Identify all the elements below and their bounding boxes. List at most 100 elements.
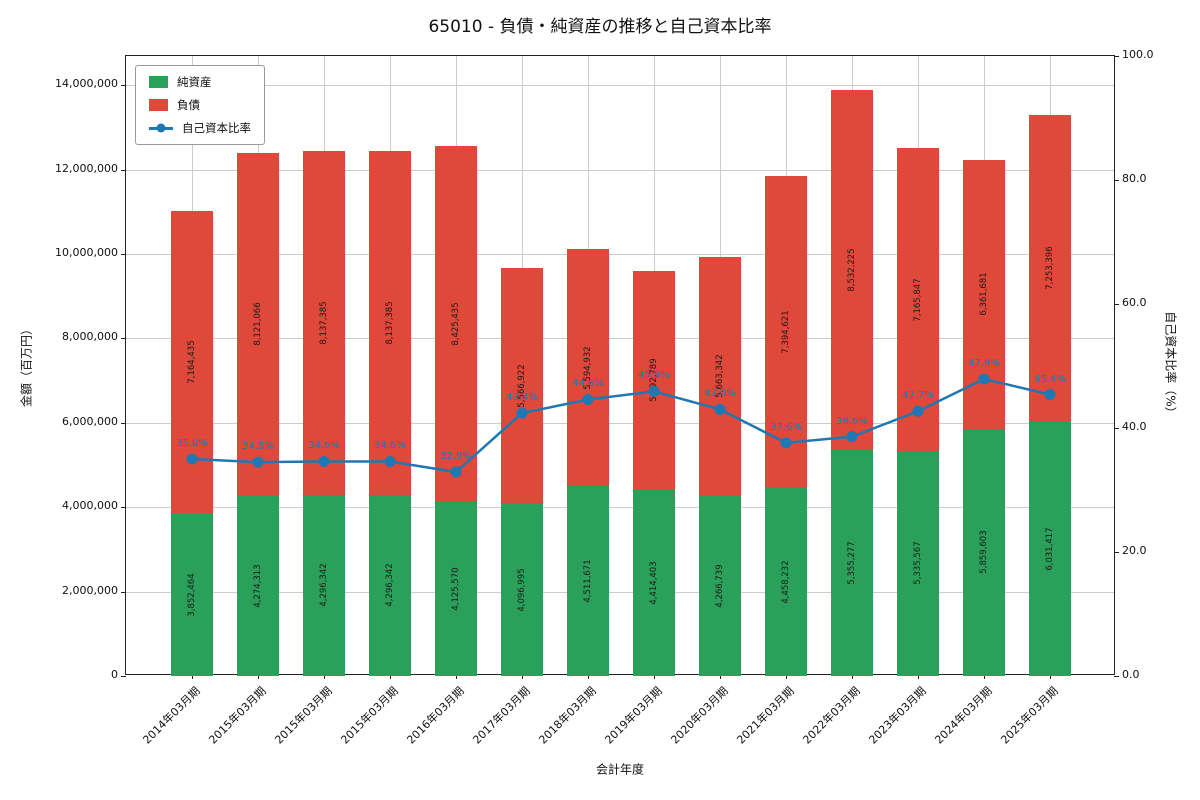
- ratio-value-label: 32.9%: [440, 451, 472, 463]
- equity-value-label: 4,458,232: [781, 560, 791, 604]
- debt-value-label: 8,137,385: [319, 301, 329, 345]
- left-tick-label: 2,000,000: [62, 583, 118, 597]
- debt-bar: [1029, 115, 1071, 422]
- legend-item-equity: 純資産: [149, 74, 251, 90]
- debt-value-label: 7,164,435: [187, 340, 197, 384]
- legend: 純資産 負債 自己資本比率: [135, 65, 265, 145]
- x-tick-mark: [522, 674, 523, 679]
- left-tick-label: 0: [111, 668, 118, 681]
- ratio-value-label: 35.0%: [176, 438, 208, 449]
- right-tick-mark: [1114, 304, 1119, 305]
- equity-bar: [567, 485, 609, 676]
- equity-value-label: 4,414,403: [649, 561, 659, 605]
- left-tick-mark: [121, 676, 126, 677]
- debt-value-label: 7,394,621: [781, 310, 791, 354]
- left-tick-label: 6,000,000: [62, 414, 118, 428]
- left-tick-mark: [121, 169, 126, 171]
- equity-value-label: 6,031,417: [1045, 527, 1055, 571]
- equity-value-label: 5,859,603: [979, 530, 989, 574]
- right-tick-mark: [1114, 56, 1119, 57]
- debt-value-label: 7,165,847: [913, 277, 923, 322]
- equity-bar: [765, 487, 807, 676]
- ratio-value-label: 42.4%: [506, 392, 538, 404]
- equity-bar: [237, 495, 279, 676]
- debt-value-label: 8,532,225: [847, 248, 857, 292]
- debt-value-label: 6,361,681: [979, 272, 989, 317]
- right-tick-label: 100.0: [1122, 48, 1154, 61]
- equity-bar: [303, 494, 345, 676]
- x-tick-text: 2019年03月期: [602, 684, 665, 747]
- legend-label-equity: 純資産: [177, 75, 212, 89]
- x-tick-mark: [258, 674, 259, 679]
- equity-value-label: 4,296,342: [319, 563, 329, 607]
- x-tick-text: 2015年03月期: [338, 684, 401, 747]
- equity-bar: [699, 495, 741, 676]
- x-tick-text: 2021年03月期: [734, 684, 797, 747]
- ratio-value-label: 38.6%: [836, 415, 868, 427]
- ratio-value-label: 37.6%: [770, 421, 802, 433]
- left-tick-mark: [121, 422, 126, 424]
- x-tick-mark: [456, 674, 457, 679]
- x-tick-mark: [324, 674, 325, 679]
- x-tick-mark: [786, 674, 787, 679]
- ratio-marker-icon: [156, 123, 166, 133]
- x-tick-text: 2025年03月期: [998, 684, 1061, 747]
- h-gridline: [126, 169, 1114, 171]
- x-tick-mark: [918, 674, 919, 679]
- equity-value-label: 4,266,739: [715, 564, 725, 608]
- ratio-value-label: 34.6%: [308, 440, 340, 452]
- ratio-value-label: 47.9%: [968, 358, 1000, 370]
- x-tick-text: 2018年03月期: [536, 684, 599, 747]
- equity-value-label: 3,852,464: [187, 573, 197, 617]
- debt-swatch-icon: [149, 99, 168, 111]
- equity-swatch-icon: [149, 76, 168, 88]
- x-tick-mark: [588, 674, 589, 679]
- debt-value-label: 8,425,435: [451, 302, 461, 346]
- left-tick-mark: [121, 85, 126, 87]
- ratio-value-label: 34.6%: [374, 440, 406, 452]
- x-tick-mark: [852, 674, 853, 679]
- h-gridline: [126, 591, 1114, 593]
- left-tick-label: 14,000,000: [55, 77, 118, 91]
- debt-value-label: 7,253,396: [1045, 246, 1055, 290]
- right-axis-title-text: 自己資本比率（%）: [1163, 311, 1178, 419]
- left-tick-mark: [121, 507, 126, 509]
- legend-item-ratio: 自己資本比率: [149, 120, 251, 136]
- ratio-value-label: 43.0%: [704, 388, 736, 400]
- equity-bar: [171, 513, 213, 676]
- equity-value-label: 4,096,995: [517, 567, 527, 612]
- x-tick-mark: [1050, 674, 1051, 679]
- ratio-value-label: 45.9%: [638, 370, 670, 382]
- left-tick-mark: [121, 253, 126, 255]
- equity-value-label: 5,335,567: [913, 541, 923, 586]
- equity-bar: [897, 450, 939, 676]
- right-tick-mark: [1114, 676, 1119, 677]
- x-tick-mark: [984, 674, 985, 679]
- legend-label-ratio: 自己資本比率: [182, 121, 251, 135]
- equity-value-label: 4,274,313: [253, 564, 263, 608]
- equity-value-label: 4,296,342: [385, 563, 395, 607]
- h-gridline: [126, 338, 1114, 340]
- x-tick-text: 2017年03月期: [470, 684, 533, 747]
- x-axis-title-text: 会計年度: [595, 762, 645, 777]
- x-tick-text: 2015年03月期: [272, 684, 335, 747]
- equity-bar: [633, 489, 675, 676]
- ratio-value-label: 42.7%: [902, 390, 934, 402]
- ratio-value-label: 45.4%: [1034, 373, 1066, 385]
- x-tick-text: 2024年03月期: [932, 684, 995, 747]
- x-tick-text: 2015年03月期: [206, 684, 269, 747]
- chart-title: 65010 - 負債・純資産の推移と自己資本比率: [428, 17, 772, 37]
- left-tick-label: 8,000,000: [62, 330, 118, 344]
- h-gridline: [126, 253, 1114, 255]
- x-tick-mark: [654, 674, 655, 679]
- left-tick-label: 4,000,000: [62, 499, 118, 513]
- ratio-value-label: 34.5%: [242, 441, 274, 453]
- h-gridline: [126, 85, 1114, 87]
- x-tick-text: 2022年03月期: [800, 684, 863, 747]
- left-tick-label: 12,000,000: [55, 161, 118, 175]
- left-axis-title-text: 金額（百万円）: [19, 322, 34, 408]
- ratio-value-label: 44.6%: [572, 378, 604, 390]
- left-tick-mark: [121, 338, 126, 340]
- x-tick-text: 2014年03月期: [140, 684, 203, 747]
- right-tick-label: 20.0: [1122, 544, 1147, 557]
